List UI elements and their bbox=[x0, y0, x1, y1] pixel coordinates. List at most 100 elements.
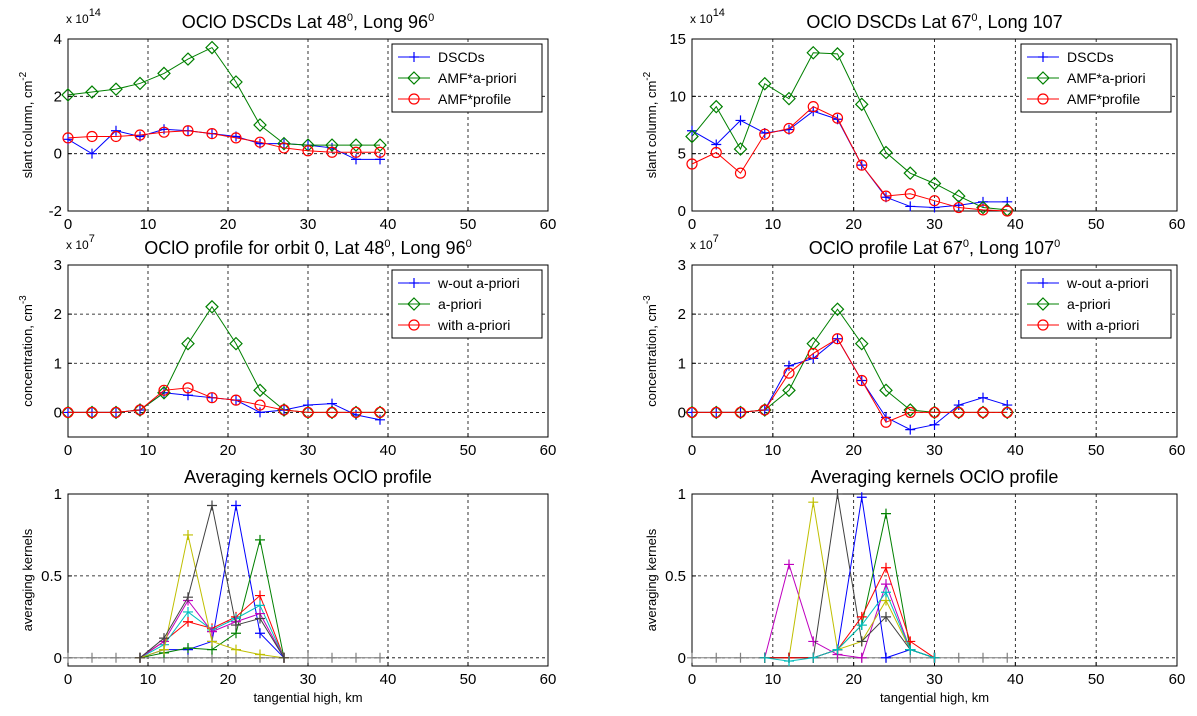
legend-label: w-out a-priori bbox=[1066, 275, 1149, 291]
x-tick-label: 0 bbox=[688, 671, 696, 688]
data-point bbox=[929, 202, 940, 213]
data-point bbox=[978, 652, 988, 663]
x-tick-label: 10 bbox=[140, 216, 157, 233]
x-tick-label: 30 bbox=[926, 216, 943, 233]
data-point bbox=[159, 644, 169, 655]
data-point bbox=[183, 642, 193, 653]
data-point bbox=[62, 406, 74, 419]
data-point bbox=[374, 146, 386, 158]
data-point bbox=[831, 333, 844, 345]
data-point bbox=[230, 132, 242, 144]
data-point bbox=[832, 489, 843, 499]
legend-marker bbox=[409, 278, 419, 288]
data-point bbox=[784, 559, 794, 570]
legend-label: DSCDs bbox=[438, 49, 485, 65]
series-line-2 bbox=[692, 338, 1008, 423]
x-tick-label: 40 bbox=[1007, 216, 1024, 233]
data-point bbox=[808, 497, 819, 508]
data-point bbox=[181, 52, 195, 66]
data-point bbox=[929, 652, 940, 663]
data-point bbox=[929, 419, 940, 430]
data-point bbox=[183, 529, 193, 540]
data-point bbox=[710, 406, 722, 419]
legend-marker bbox=[408, 93, 420, 105]
data-point bbox=[255, 613, 265, 624]
data-point bbox=[182, 125, 194, 137]
data-point bbox=[757, 76, 772, 91]
data-point bbox=[735, 652, 746, 663]
series-line-1 bbox=[67, 46, 380, 146]
x-tick-label: 20 bbox=[845, 442, 862, 459]
x-tick-label: 40 bbox=[1007, 671, 1024, 688]
legend-label: AMF*a-priori bbox=[1067, 70, 1146, 86]
x-tick-label: 30 bbox=[926, 671, 943, 688]
y-tick-label: 0 bbox=[678, 203, 686, 220]
chart-title: OClO profile for orbit 0, Lat 480, Long … bbox=[144, 238, 471, 258]
x-tick-label: 60 bbox=[1169, 442, 1186, 459]
data-point bbox=[158, 126, 170, 138]
data-point bbox=[85, 85, 99, 99]
y-tick-label: 0.5 bbox=[41, 568, 62, 585]
x-tick-label: 0 bbox=[64, 671, 72, 688]
data-point bbox=[784, 360, 794, 371]
data-point bbox=[734, 406, 747, 419]
data-point bbox=[326, 406, 338, 419]
data-point bbox=[205, 40, 219, 55]
y-tick-label: -2 bbox=[49, 203, 62, 220]
data-point bbox=[183, 606, 193, 617]
chart-2: 0 10 20 30 40 50 60 0 1 2 3 OClO profile for orbit … bbox=[18, 233, 556, 459]
data-point bbox=[881, 508, 891, 519]
data-point bbox=[350, 406, 362, 419]
data-point bbox=[733, 142, 748, 156]
data-point bbox=[856, 620, 867, 631]
data-point bbox=[303, 400, 313, 411]
x-tick-label: 50 bbox=[460, 442, 477, 459]
y-tick-label: 1 bbox=[678, 486, 686, 503]
x-tick-label: 40 bbox=[380, 442, 397, 459]
data-point bbox=[879, 145, 893, 160]
data-point bbox=[183, 390, 193, 401]
data-point bbox=[255, 590, 265, 601]
data-point bbox=[207, 626, 217, 637]
data-point bbox=[881, 587, 891, 598]
x-tick-label: 40 bbox=[1007, 442, 1024, 459]
y-axis-label: slant column, cm-2 bbox=[642, 71, 659, 178]
data-point bbox=[881, 562, 891, 573]
data-point bbox=[111, 652, 121, 663]
data-point bbox=[278, 142, 290, 154]
data-point bbox=[207, 636, 217, 647]
data-point bbox=[61, 88, 75, 102]
data-point bbox=[110, 130, 122, 143]
legend-label: with a-priori bbox=[1066, 317, 1139, 333]
data-point bbox=[856, 652, 867, 663]
data-point bbox=[856, 636, 867, 647]
data-point bbox=[1001, 205, 1013, 217]
series-line-2 bbox=[67, 130, 380, 153]
data-point bbox=[759, 128, 771, 140]
data-point bbox=[158, 384, 170, 396]
data-point bbox=[87, 652, 97, 663]
data-point bbox=[350, 146, 362, 158]
x-tick-label: 10 bbox=[764, 671, 781, 688]
x-tick-label: 50 bbox=[460, 671, 477, 688]
data-point bbox=[783, 122, 795, 135]
data-point bbox=[62, 132, 74, 144]
data-point bbox=[206, 128, 218, 140]
data-point bbox=[953, 652, 964, 663]
data-point bbox=[831, 112, 844, 124]
data-point bbox=[253, 383, 267, 398]
legend-marker bbox=[1037, 319, 1049, 331]
data-point bbox=[854, 97, 869, 112]
data-point bbox=[977, 406, 989, 419]
x-tick-label: 50 bbox=[460, 216, 477, 233]
data-point bbox=[685, 129, 699, 144]
data-point bbox=[709, 99, 724, 114]
data-point bbox=[1002, 652, 1013, 663]
x-tick-label: 20 bbox=[220, 442, 237, 459]
x-tick-label: 50 bbox=[1088, 671, 1105, 688]
data-point bbox=[928, 195, 941, 207]
y-tick-label: 1 bbox=[54, 355, 62, 372]
series-line-2 bbox=[691, 106, 1008, 212]
data-point bbox=[735, 115, 746, 126]
